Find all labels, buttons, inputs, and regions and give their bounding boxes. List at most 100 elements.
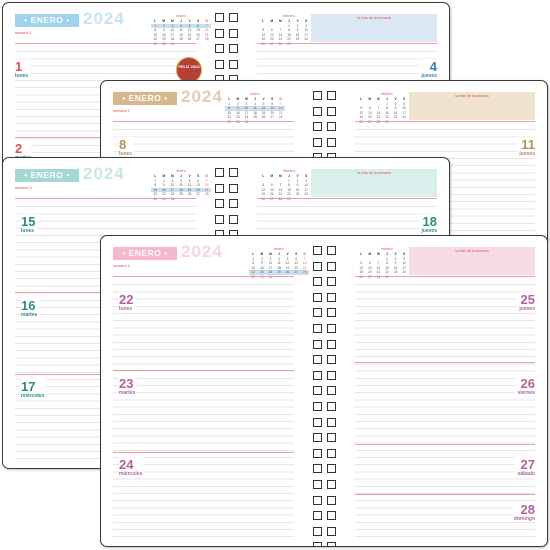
calendar-date: 19 xyxy=(359,270,364,275)
calendar-date: 7 xyxy=(205,178,208,183)
binding-ring xyxy=(229,13,238,22)
calendar-date: 12 xyxy=(259,106,268,111)
weekday-initial: S xyxy=(271,97,274,101)
calendar-date: 25 xyxy=(274,270,284,275)
ruled-lines xyxy=(355,278,535,540)
calendar-date: 25 xyxy=(179,192,183,197)
binding-ring xyxy=(215,183,224,193)
calendar-date: 9 xyxy=(162,183,165,188)
calendar-date: 14 xyxy=(376,110,381,115)
divider xyxy=(113,276,294,277)
spiral-binding xyxy=(306,236,343,546)
ruled-lines xyxy=(113,278,294,540)
binding-ring xyxy=(327,526,336,536)
calendar-date: 14 xyxy=(276,106,285,111)
weekday-initial: S xyxy=(305,174,308,178)
calendar-date: 22 xyxy=(385,270,389,275)
weekday-initial: S xyxy=(197,174,200,178)
calendar-date: 13 xyxy=(368,265,372,270)
calendar-date: 8 xyxy=(386,106,388,111)
weekday-initial: J xyxy=(386,252,388,256)
weekday-initial: S xyxy=(403,252,406,256)
calendar-date: 2 xyxy=(236,101,239,106)
binding-ring xyxy=(229,59,238,69)
week-note-box: la más de la semana xyxy=(311,169,437,197)
week-note-box: la más de la semana xyxy=(311,14,437,42)
calendar-date: 10 xyxy=(170,28,175,33)
calendar-date: 18 xyxy=(253,110,257,115)
calendar-date: 23 xyxy=(162,192,166,197)
calendar-date: 7 xyxy=(303,256,306,261)
calendar-date: 24 xyxy=(304,37,308,42)
calendar-date: 8 xyxy=(288,28,290,33)
calendar-date: 24 xyxy=(266,270,275,275)
calendar-date: 7 xyxy=(279,183,282,188)
calendar-date: 16 xyxy=(393,265,398,270)
binding-ring xyxy=(313,464,322,474)
calendar-date: 27 xyxy=(196,192,200,197)
calendar-date: 23 xyxy=(295,192,300,197)
calendar-date: 5 xyxy=(360,106,363,111)
calendar-date: 15 xyxy=(385,265,389,270)
day-divider xyxy=(113,370,294,371)
week-label: semana 4 xyxy=(113,264,130,268)
year-label: 2024 xyxy=(83,164,125,183)
calendar-date: 26 xyxy=(187,192,192,197)
divider xyxy=(355,121,535,122)
calendar-month-label: enero xyxy=(176,169,186,173)
calendar-date: 20 xyxy=(196,32,200,37)
binding-ring xyxy=(215,168,224,177)
calendar-date: 27 xyxy=(291,270,301,275)
weekday-initial: L xyxy=(154,174,157,178)
year-label: 2024 xyxy=(181,242,223,261)
calendar-date: 12 xyxy=(261,187,266,192)
calendar-date: 8 xyxy=(225,106,234,111)
day-entry: 26 viernes xyxy=(515,376,535,396)
day-entry: 1 lunes xyxy=(15,59,31,79)
calendar-month-label: febrero xyxy=(283,14,295,18)
weekday-initial: M xyxy=(279,19,282,23)
binding-ring xyxy=(313,122,322,132)
calendar-date: 21 xyxy=(376,115,381,120)
binding-ring xyxy=(313,277,322,287)
weekday-initial: J xyxy=(278,252,280,256)
calendar-date: 3 xyxy=(269,256,272,261)
weekday-initial: L xyxy=(252,252,255,256)
january-mini-calendar: enero L M M J V S D 1 2 3 4 5 6 7 8 9 10 11 12 13 14 15 16 17 18… xyxy=(225,92,285,125)
calendar-date: 6 xyxy=(368,261,371,266)
year-label: 2024 xyxy=(83,9,125,28)
weekday-initial: J xyxy=(288,19,290,23)
calendar-date: 8 xyxy=(252,261,255,266)
weekday-initial: M xyxy=(171,19,174,23)
binding-ring xyxy=(327,511,336,521)
day-entry: 24 miércoles xyxy=(119,457,145,477)
calendar-date: 5 xyxy=(262,101,265,106)
right-page: febrero LMMJVSD1234567891011121314151617… xyxy=(343,236,547,546)
calendar-date: 16 xyxy=(236,110,240,115)
weekday-initial: L xyxy=(262,19,265,23)
calendar-date: 10 xyxy=(170,183,175,188)
binding-ring xyxy=(327,261,336,271)
binding-ring xyxy=(215,199,224,209)
month-tag: • ENERO • xyxy=(15,169,79,182)
calendar-date: 14 xyxy=(278,187,283,192)
calendar-date: 8 xyxy=(154,183,157,188)
calendar-date: 11 xyxy=(250,106,260,111)
calendar-date: 22 xyxy=(153,37,158,42)
calendar-date: 8 xyxy=(386,261,388,266)
weekday-initial: M xyxy=(377,252,380,256)
binding-ring xyxy=(313,324,322,333)
weekday-initial: S xyxy=(305,19,308,23)
calendar-date: 28 xyxy=(278,115,283,120)
calendar-date: 22 xyxy=(249,270,258,275)
calendar-date: 20 xyxy=(368,115,372,120)
calendar-date: 10 xyxy=(268,261,273,266)
day-divider xyxy=(355,444,535,445)
calendar-date: 13 xyxy=(196,183,200,188)
calendar-date: 20 xyxy=(193,187,203,193)
calendar-date: 2 xyxy=(162,178,165,183)
calendar-date: 22 xyxy=(287,37,291,42)
calendar-date: 10 xyxy=(242,106,251,111)
february-mini-calendar: febrero LMMJVSD1234567891011121314151617… xyxy=(357,247,417,280)
calendar-date: 1 xyxy=(252,256,255,261)
